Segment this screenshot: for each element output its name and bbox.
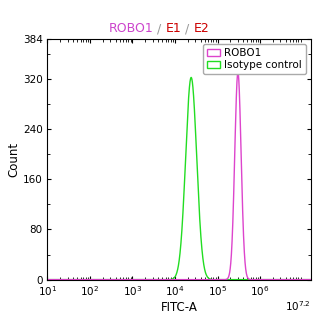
Text: ROBO1: ROBO1 <box>109 22 153 35</box>
Text: /: / <box>153 22 166 35</box>
Y-axis label: Count: Count <box>7 142 20 177</box>
Text: E2: E2 <box>194 22 209 35</box>
X-axis label: FITC-A: FITC-A <box>161 301 198 314</box>
Text: $10^{7.2}$: $10^{7.2}$ <box>286 299 311 313</box>
Legend: ROBO1, Isotype control: ROBO1, Isotype control <box>203 44 306 74</box>
Text: E1: E1 <box>166 22 181 35</box>
Text: /: / <box>181 22 194 35</box>
